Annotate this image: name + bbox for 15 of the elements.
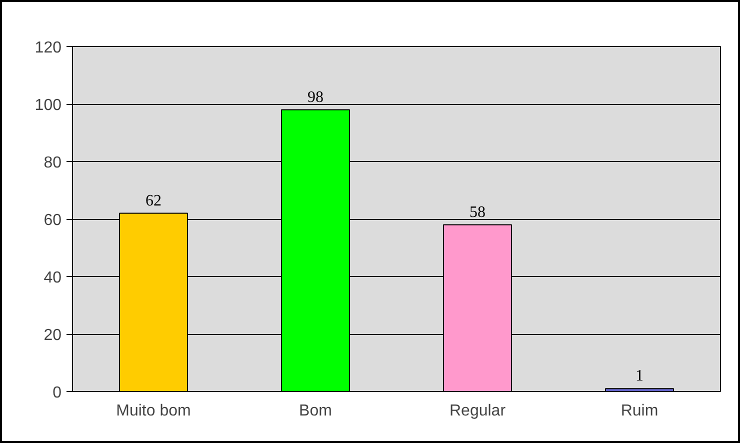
data-label: 98 [308, 88, 324, 106]
y-tick-label: 20 [44, 327, 62, 344]
data-label: 58 [470, 204, 486, 221]
data-label: 62 [146, 192, 162, 210]
y-tick-label: 80 [44, 154, 62, 172]
y-tick-label: 0 [52, 384, 62, 402]
y-tick-label: 40 [44, 270, 62, 286]
x-tick-label: Regular [449, 402, 506, 420]
y-tick-label: 100 [34, 97, 62, 114]
y-tick-label: 60 [44, 212, 62, 229]
x-tick-label: Muito bom [116, 402, 191, 420]
y-tick-label: 120 [34, 40, 62, 56]
x-tick-label: Bom [299, 402, 332, 420]
x-tick-label: Ruim [620, 402, 658, 420]
data-label: 1 [636, 368, 644, 385]
